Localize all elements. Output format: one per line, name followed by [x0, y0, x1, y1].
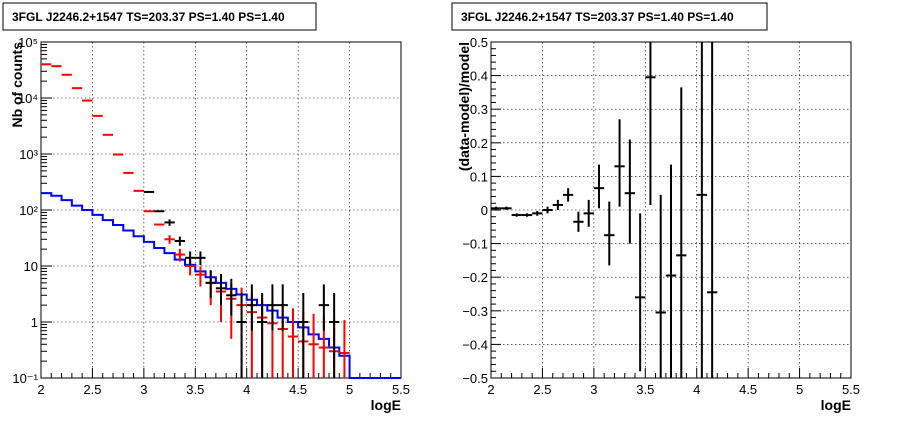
y-tick-label: 0.2 [470, 136, 488, 151]
y-tick-label: 0.1 [470, 169, 488, 184]
data-point [215, 273, 227, 306]
y-tick-label: 10² [19, 203, 38, 218]
data-point [521, 213, 533, 217]
data-point [563, 188, 574, 202]
y-axis-title: Nb of counts [9, 42, 25, 128]
data-point [339, 320, 350, 378]
data-point [257, 292, 268, 378]
x-tick-label: 5 [796, 382, 803, 397]
x-tick-label: 3.5 [186, 382, 204, 397]
data-point [185, 251, 196, 266]
y-tick-label: −0.4 [462, 337, 488, 352]
y-tick-label: 1 [31, 315, 38, 330]
x-tick-label: 3 [140, 382, 147, 397]
y-tick-label: −0.1 [462, 237, 488, 252]
x-tick-label: 4.5 [289, 382, 307, 397]
data-point [226, 278, 237, 316]
series-2 [143, 190, 340, 378]
data-point [164, 235, 175, 244]
y-tick-label: 10 [24, 259, 38, 274]
y-tick-label: 0.4 [470, 69, 488, 84]
data-point [195, 266, 206, 287]
chart-title-box [451, 2, 768, 31]
data-point [308, 313, 319, 378]
data-point [277, 284, 288, 331]
y-tick-label: 10³ [19, 147, 38, 162]
data-point [174, 248, 185, 262]
x-tick-label: 4.5 [739, 382, 757, 397]
data-point [491, 206, 502, 210]
data-point [542, 206, 553, 214]
data-point [665, 164, 677, 378]
y-axis-title: (data-model)/model [456, 42, 472, 171]
chart-title: 3FGL J2246.2+1547 TS=203.37 PS=1.40 PS=1… [12, 10, 285, 24]
y-tick-label: 0.3 [470, 102, 488, 117]
axis-ticks [490, 41, 852, 379]
data-point [655, 194, 666, 378]
data-point [174, 236, 185, 246]
x-axis-title: logE [821, 397, 851, 413]
data-point [593, 164, 605, 209]
data-point [614, 119, 625, 207]
data-point [298, 292, 309, 378]
data-point [501, 206, 512, 210]
x-axis-title: logE [371, 397, 401, 413]
x-tick-label: 4 [693, 382, 700, 397]
y-tick-label: 10⁵ [18, 35, 38, 50]
grid-lines [41, 42, 401, 378]
y-tick-label: −0.3 [462, 304, 488, 319]
data-point [164, 219, 175, 226]
chart-title: 3FGL J2246.2+1547 TS=203.37 PS=1.40 PS=1… [461, 10, 734, 24]
y-tick-label: 10⁴ [18, 91, 38, 106]
y-tick-label: −0.2 [462, 270, 488, 285]
x-tick-label: 2 [37, 382, 44, 397]
y-tick-label: 0 [481, 203, 488, 218]
counts-panel: 3FGL J2246.2+1547 TS=203.37 PS=1.40 PS=1… [2, 2, 410, 413]
x-tick-label: 3 [590, 382, 597, 397]
x-tick-label: 2.5 [83, 382, 101, 397]
y-tick-label: 10⁻¹ [12, 371, 38, 386]
data-point [676, 87, 687, 378]
x-tick-label: 2 [487, 382, 494, 397]
data-point [195, 251, 206, 266]
x-tick-label: 5.5 [842, 382, 860, 397]
data-point [267, 284, 278, 331]
data-point [573, 211, 584, 232]
series-0 [491, 42, 718, 378]
data-point [635, 213, 646, 372]
x-tick-label: 4 [243, 382, 250, 397]
data-point [329, 292, 340, 378]
data-point [318, 284, 329, 331]
data-point [511, 213, 522, 217]
data-point [552, 199, 563, 210]
chart-title-box [2, 2, 317, 31]
data-point [696, 42, 707, 378]
data-point [604, 201, 615, 266]
x-tick-label: 2.5 [533, 382, 551, 397]
data-point [532, 211, 543, 216]
data-point [287, 308, 299, 378]
data-point [246, 284, 257, 331]
x-tick-label: 5.5 [392, 382, 410, 397]
x-tick-label: 3.5 [636, 382, 654, 397]
y-tick-label: −0.5 [462, 371, 488, 386]
data-point [645, 42, 656, 205]
x-tick-label: 5 [346, 382, 353, 397]
data-point [236, 292, 247, 378]
data-point [205, 270, 216, 298]
data-point [707, 42, 718, 378]
data-point [583, 199, 594, 227]
y-tick-label: 0.5 [470, 35, 488, 50]
data-point [624, 139, 635, 244]
residuals-panel: 3FGL J2246.2+1547 TS=203.37 PS=1.40 PS=1… [451, 2, 860, 413]
